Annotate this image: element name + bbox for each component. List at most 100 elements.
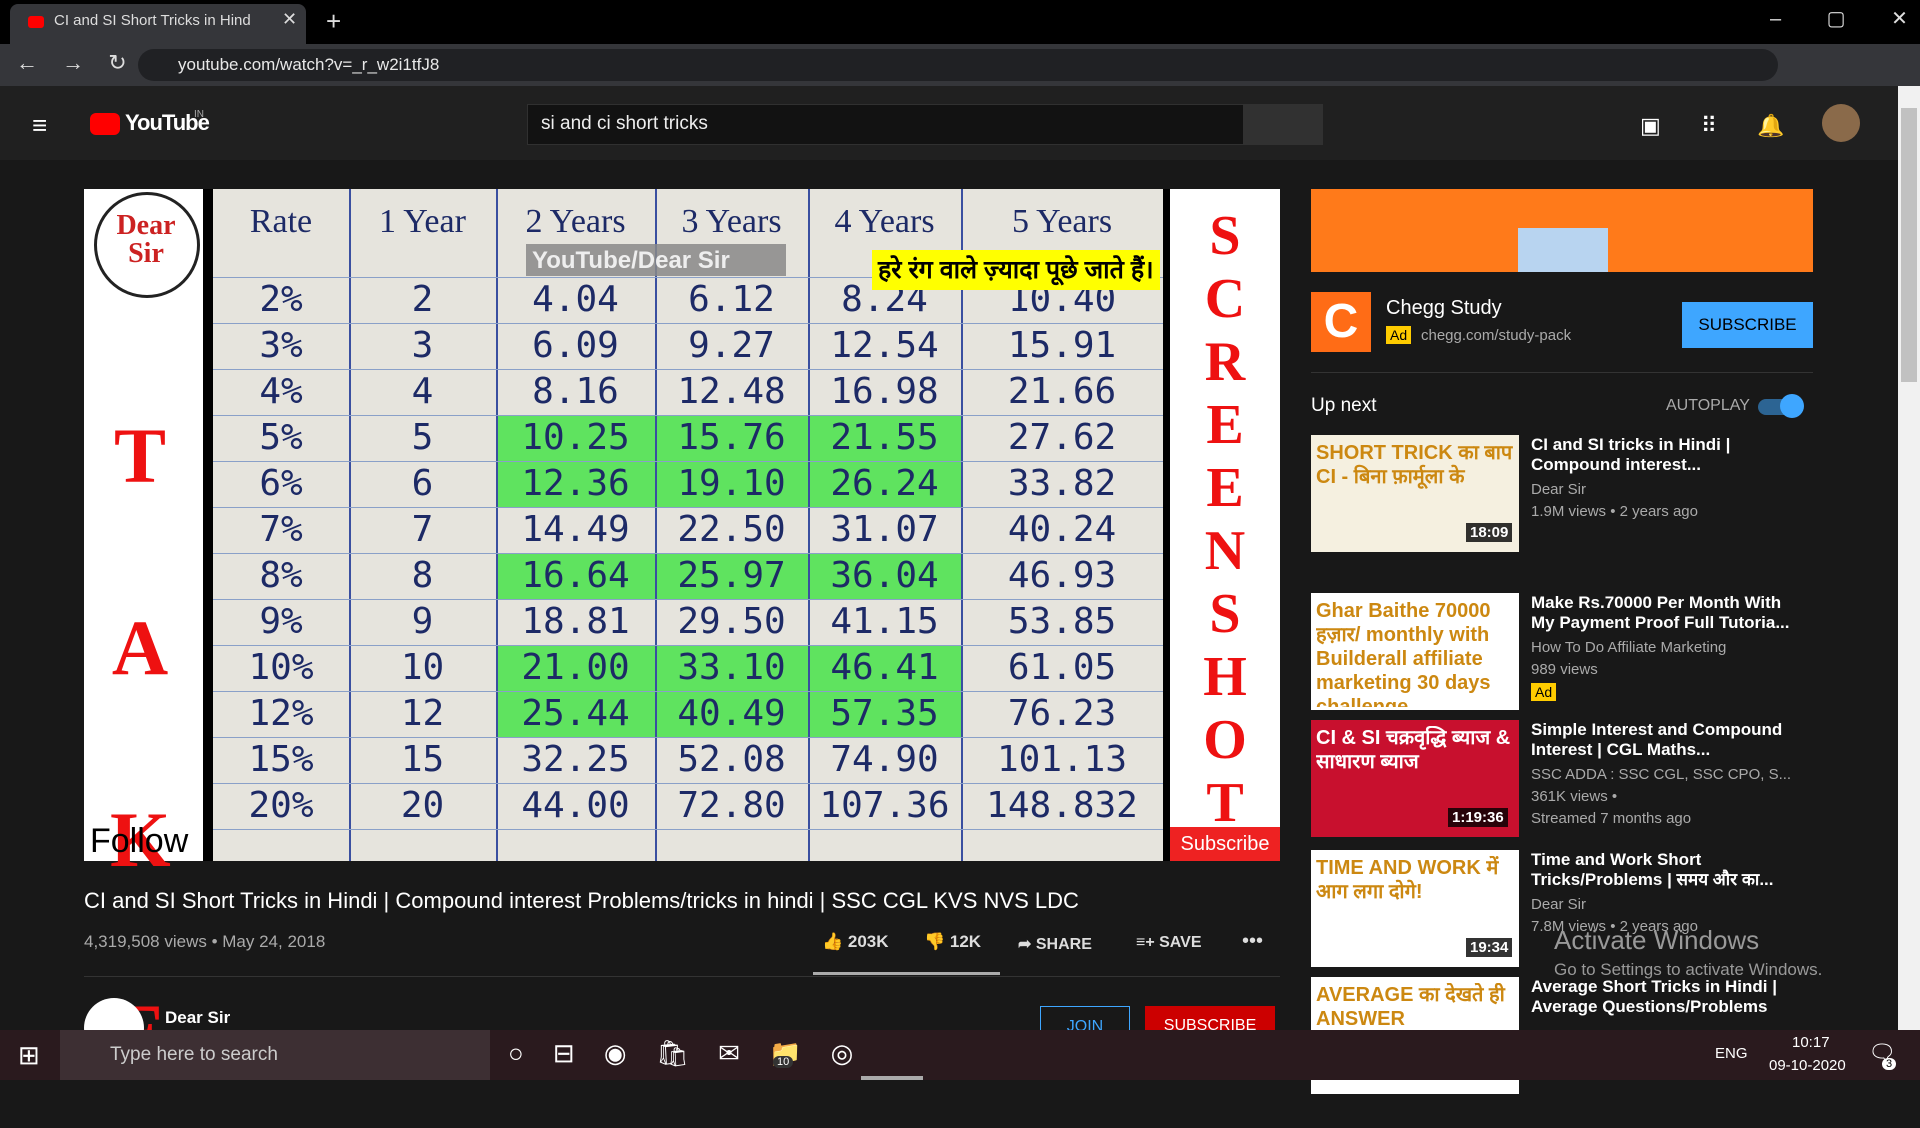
omnibox[interactable] bbox=[138, 49, 1778, 81]
thumbnail-text: Ghar Baithe 70000 हज़ार/ monthly with Bu… bbox=[1316, 600, 1491, 707]
video-title: CI and SI Short Tricks in Hindi | Compou… bbox=[84, 888, 1079, 913]
table-cell: 6% bbox=[259, 463, 303, 504]
duration: 19:34 bbox=[1466, 938, 1513, 957]
taskbar-apps[interactable]: ○ ⊟ ◉ 🛍 ✉ 📁 ◎ bbox=[508, 1038, 854, 1068]
sidebar-title[interactable]: Make Rs.70000 Per Month With My Payment … bbox=[1531, 593, 1790, 632]
dislike-button[interactable]: 👎 12K bbox=[924, 932, 982, 951]
video-thumbnail[interactable] bbox=[1311, 593, 1519, 710]
table-cell: 19.10 bbox=[677, 463, 786, 504]
table-cell: 21.66 bbox=[1007, 371, 1117, 412]
clock-date: 09-10-2020 bbox=[1769, 1057, 1846, 1074]
window-controls[interactable]: – ▢ ✕ bbox=[1770, 8, 1908, 30]
column-line bbox=[496, 189, 498, 861]
like-button[interactable]: 👍 203K bbox=[822, 932, 889, 951]
sidebar-meta: Streamed 7 months ago bbox=[1531, 810, 1692, 827]
table-cell: 72.80 bbox=[677, 785, 786, 826]
left-panel bbox=[84, 189, 203, 861]
ad-button[interactable]: SUBSCRIBE bbox=[1682, 302, 1813, 348]
column-line bbox=[808, 189, 810, 861]
menu[interactable]: ≡ bbox=[32, 110, 48, 140]
sidebar-title[interactable]: CI and SI tricks in Hindi | Compound int… bbox=[1531, 435, 1731, 474]
table-cell: 22.50 bbox=[677, 509, 786, 550]
table-cell: 57.35 bbox=[830, 693, 939, 734]
table-cell: 20% bbox=[248, 785, 314, 826]
sidebar-meta: 1.9M views • 2 years ago bbox=[1531, 503, 1698, 520]
table-cell: 46.41 bbox=[830, 647, 939, 688]
channel-name[interactable]: Dear Sir bbox=[165, 1008, 231, 1027]
table-cell: 15.76 bbox=[677, 417, 786, 458]
column-line bbox=[961, 189, 963, 861]
region: IN bbox=[194, 109, 204, 120]
row-line bbox=[213, 829, 1163, 830]
avatar[interactable] bbox=[1822, 104, 1860, 142]
autoplay: AUTOPLAY bbox=[1666, 397, 1750, 414]
yt-logo[interactable]: YouTube bbox=[125, 110, 210, 135]
table-cell: 6.09 bbox=[532, 325, 619, 366]
table-cell: 8.16 bbox=[532, 371, 619, 412]
watermark: YouTube/Dear Sir bbox=[532, 247, 730, 274]
table-cell: 8 bbox=[411, 555, 434, 596]
table-cell: 32.25 bbox=[521, 739, 630, 780]
share-button[interactable]: ➦ SHARE bbox=[1018, 936, 1092, 953]
share: SHARE bbox=[1035, 936, 1092, 953]
table-cell: 74.90 bbox=[830, 739, 939, 780]
table-cell: 12.54 bbox=[830, 325, 939, 366]
tab-close[interactable]: ✕ bbox=[282, 9, 298, 29]
sidebar-meta: 361K views • bbox=[1531, 788, 1618, 805]
table: Rate 1 Year 2 Years 3 Years 4 Years 5 Years 2%… bbox=[213, 189, 1163, 861]
search-button[interactable] bbox=[1243, 104, 1323, 145]
table-cell: 2 bbox=[411, 279, 434, 320]
yt-logo-icon[interactable] bbox=[90, 113, 120, 135]
header-icons[interactable]: ▣ ⠿ 🔔 bbox=[1640, 113, 1785, 138]
table-cell: 3% bbox=[259, 325, 303, 366]
activate-windows-sub: Go to Settings to activate Windows. bbox=[1554, 960, 1823, 979]
table-cell: 14.49 bbox=[521, 509, 630, 550]
search-box[interactable] bbox=[527, 104, 1245, 145]
ad-name[interactable]: Chegg Study bbox=[1386, 297, 1502, 319]
tab[interactable] bbox=[10, 4, 306, 44]
table-cell: 15 bbox=[400, 739, 445, 780]
table-cell: 10% bbox=[248, 647, 314, 688]
start-button[interactable]: ⊞ bbox=[18, 1040, 40, 1070]
header-cell: Rate bbox=[249, 203, 313, 240]
table-cell: 15% bbox=[248, 739, 314, 780]
row-line bbox=[213, 507, 1163, 508]
table-cell: 18.81 bbox=[521, 601, 630, 642]
table-cell: 6.12 bbox=[688, 279, 775, 320]
sidebar-title[interactable]: Simple Interest and Compound Interest | … bbox=[1531, 720, 1783, 759]
row-line bbox=[213, 277, 1163, 278]
sidebar-title[interactable]: Average Short Tricks in Hindi | Average … bbox=[1531, 977, 1777, 1016]
column-line bbox=[349, 189, 351, 861]
sidebar-title[interactable]: Time and Work Short Tricks/Problems | सम… bbox=[1531, 850, 1774, 889]
table-cell: 4.04 bbox=[532, 279, 619, 320]
table-cell: 8% bbox=[259, 555, 303, 596]
language: ENG bbox=[1715, 1045, 1748, 1062]
favicon bbox=[28, 16, 44, 28]
table-cell: 4 bbox=[411, 371, 434, 412]
save-button[interactable]: ≡+ SAVE bbox=[1136, 934, 1202, 951]
taskbar-search-text: Type here to search bbox=[110, 1044, 278, 1065]
search-text: si and ci short tricks bbox=[541, 113, 708, 134]
table-cell: 52.08 bbox=[677, 739, 786, 780]
table-cell: 5 bbox=[411, 417, 434, 458]
table-cell: 12% bbox=[248, 693, 314, 734]
new-tab[interactable]: + bbox=[326, 6, 342, 36]
ad-logo[interactable]: C bbox=[1311, 292, 1371, 352]
dislikes: 12K bbox=[949, 932, 982, 951]
view-count: 4,319,508 views • May 24, 2018 bbox=[84, 932, 326, 951]
more-button[interactable]: ••• bbox=[1242, 930, 1264, 952]
table-cell: 107.36 bbox=[819, 785, 950, 826]
thumbnail-text: SHORT TRICK का बाप CI - बिना फ़ार्मूला क… bbox=[1316, 442, 1513, 488]
taskbar-search[interactable] bbox=[60, 1030, 490, 1080]
table-cell: 12.36 bbox=[521, 463, 630, 504]
duration: 1:19:36 bbox=[1448, 808, 1508, 827]
nav-buttons[interactable]: ← → ↻ bbox=[16, 50, 127, 75]
thumbnail-text: CI & SI चक्रवृद्धि ब्याज & साधारण ब्याज bbox=[1316, 727, 1511, 773]
overlay-logo: Dear Sir bbox=[116, 210, 176, 269]
scroll-thumb[interactable] bbox=[1901, 108, 1917, 382]
table-cell: 21.55 bbox=[830, 417, 939, 458]
row-line bbox=[213, 783, 1163, 784]
ad-badge: Ad bbox=[1386, 326, 1412, 344]
highlight bbox=[496, 691, 961, 737]
header-cell: 3 Years bbox=[681, 203, 782, 240]
